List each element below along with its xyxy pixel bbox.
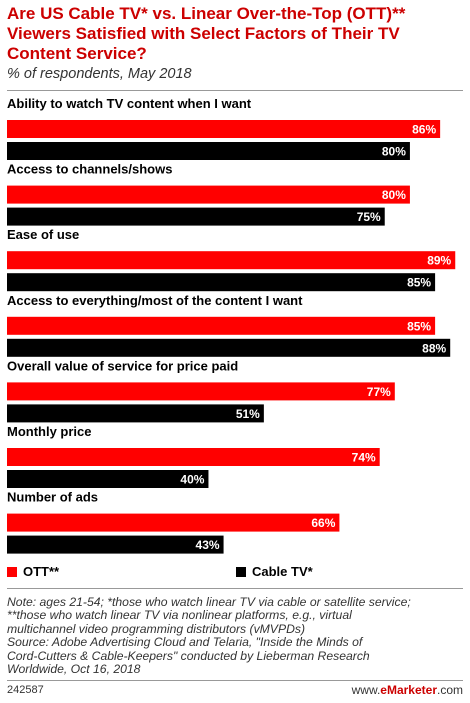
category-label: Number of ads [7, 490, 98, 505]
value-label-ott: 77% [367, 385, 391, 399]
note-line: Note: ages 21-54; *those who watch linea… [7, 595, 411, 609]
bar-ott [7, 316, 436, 335]
note-line: Worldwide, Oct 16, 2018 [7, 662, 141, 677]
note-line: **those who watch linear TV via nonlinea… [7, 608, 352, 623]
chart-title: Are US Cable TV* vs. Linear Over-the-Top… [7, 4, 406, 63]
value-label-cable: 51% [236, 407, 260, 421]
footer-divider [7, 680, 463, 681]
legend-cable-swatch [236, 566, 246, 577]
legend-ott-label: OTT** [23, 564, 60, 579]
category-label: Ease of use [7, 227, 79, 242]
bar-cable [7, 338, 451, 357]
value-label-cable: 40% [180, 473, 204, 487]
bar-cable [7, 207, 385, 226]
brand-link[interactable]: www.eMarketer.com [352, 683, 463, 697]
value-label-ott: 86% [412, 123, 436, 137]
value-label-ott: 89% [427, 254, 451, 268]
brand-name: eMarketer [380, 683, 437, 697]
bar-chart: Ability to watch TV content when I want 8… [7, 96, 456, 554]
category-label: Monthly price [7, 424, 92, 439]
bar-ott [7, 251, 456, 270]
value-label-cable: 75% [357, 210, 381, 224]
bar-ott [7, 513, 340, 532]
note-line: Cord-Cutters & Cable-Keepers" conducted … [7, 648, 370, 663]
bar-ott [7, 448, 380, 466]
brand-prefix: www. [351, 683, 381, 697]
bar-ott [7, 382, 395, 401]
bar-cable [7, 535, 224, 554]
legend-ott: OTT** [7, 564, 59, 579]
category-label: Access to everything/most of the content… [7, 293, 303, 308]
bar-cable [7, 470, 209, 488]
value-label-ott: 85% [407, 319, 431, 333]
category-label: Access to channels/shows [7, 162, 172, 177]
bar-ott [7, 185, 410, 204]
chart-subtitle: % of respondents, May 2018 [7, 66, 192, 82]
bar-cable [7, 273, 436, 292]
note-line: multichannel video programming distribut… [7, 621, 306, 636]
bar-cable [7, 142, 410, 160]
notes-divider [7, 588, 463, 589]
note-line: Source: Adobe Advertising Cloud and Tela… [7, 635, 363, 650]
value-label-cable: 80% [382, 145, 406, 159]
chart-id: 242587 [7, 684, 44, 696]
category-label: Overall value of service for price paid [7, 358, 238, 373]
legend-cable-label: Cable TV* [252, 564, 313, 579]
value-label-ott: 80% [382, 188, 406, 202]
value-label-ott: 74% [352, 451, 376, 465]
bar-ott [7, 120, 441, 138]
category-label: Ability to watch TV content when I want [7, 96, 252, 111]
source-note: Note: ages 21-54; *those who watch linea… [7, 595, 467, 677]
legend-cable: Cable TV* [236, 564, 313, 579]
legend-ott-swatch [7, 566, 17, 577]
value-label-cable: 43% [196, 538, 220, 552]
bar-cable [7, 404, 264, 423]
value-label-cable: 85% [407, 276, 431, 290]
title-divider [7, 90, 463, 91]
value-label-cable: 88% [422, 341, 446, 355]
brand-suffix: .com [436, 683, 463, 697]
value-label-ott: 66% [311, 516, 335, 530]
